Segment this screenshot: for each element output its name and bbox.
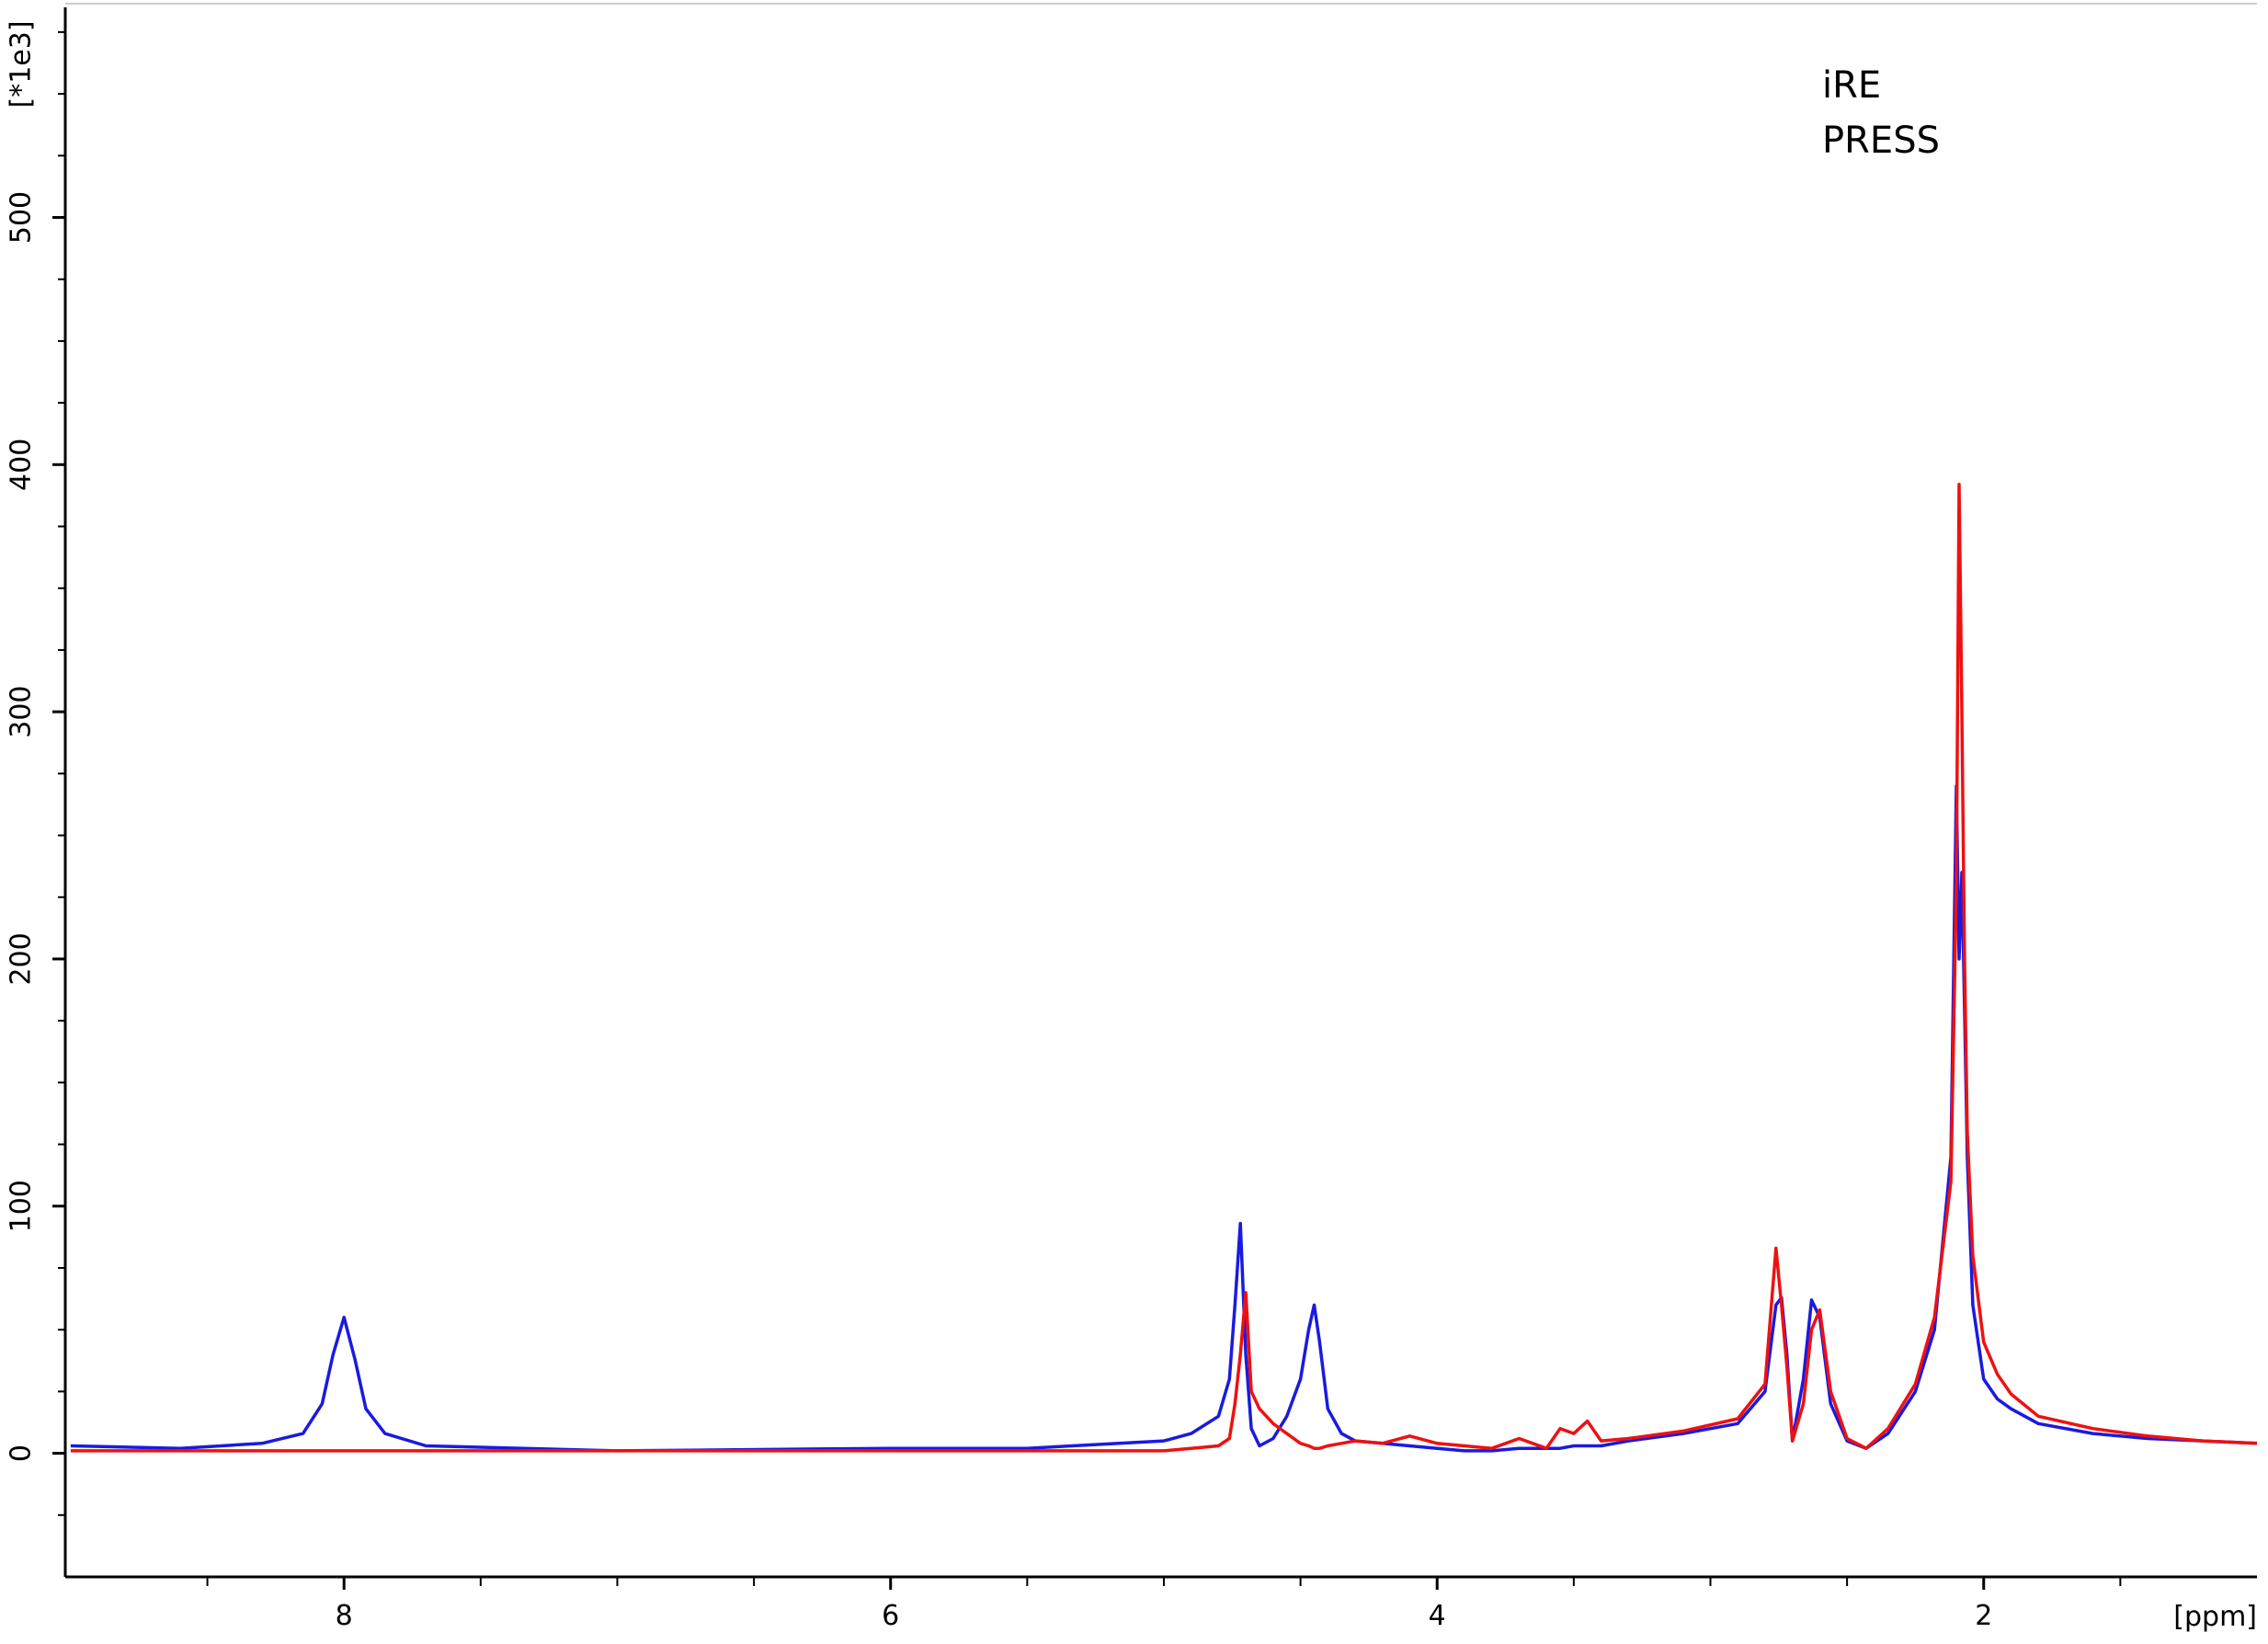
y-tick-label: 200: [6, 932, 38, 985]
x-axis-label: [ppm]: [2173, 1601, 2257, 1633]
x-tick-label: 4: [1429, 1600, 1446, 1632]
y-tick-label: 400: [6, 439, 38, 491]
legend-entry: PRESS: [1822, 120, 1940, 162]
x-tick-label: 6: [882, 1600, 899, 1632]
x-tick-label: 2: [1975, 1600, 1992, 1632]
y-axis-label: [*1e3]: [6, 20, 38, 108]
y-tick-label: 100: [6, 1180, 38, 1232]
legend-entry: iRE: [1822, 64, 1881, 107]
y-tick-label: 500: [6, 191, 38, 244]
spectrum-line: [70, 784, 2258, 1453]
y-tick-label: 0: [6, 1444, 38, 1462]
spectrum-line: [70, 483, 2258, 1453]
x-tick-label: 8: [336, 1600, 353, 1632]
y-tick-label: 300: [6, 686, 38, 738]
